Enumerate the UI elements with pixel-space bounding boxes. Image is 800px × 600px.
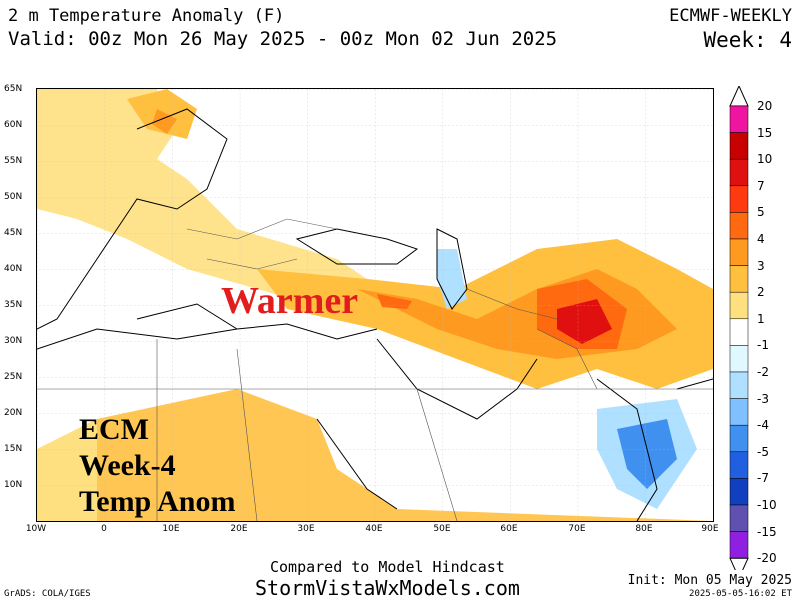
colorbar-label: 2 — [757, 285, 765, 300]
lat-label: 25N — [4, 372, 23, 382]
colorbar-label: -3 — [757, 391, 769, 406]
colorbar — [729, 86, 749, 570]
colorbar-swatch — [729, 212, 749, 240]
colorbar-label: -1 — [757, 338, 769, 353]
lat-label: 50N — [4, 192, 23, 202]
anomaly-map: Warmer ECM Week-4 Temp Anom — [36, 88, 714, 522]
init-time: Init: Mon 05 May 2025 — [627, 573, 792, 588]
lat-label: 35N — [4, 300, 23, 310]
credit: GrADS: COLA/IGES — [4, 589, 91, 599]
colorbar-swatch — [729, 185, 749, 213]
colorbar-swatch — [729, 132, 749, 160]
overlay-line-2: Week-4 — [79, 449, 176, 482]
colorbar-label: -10 — [757, 498, 777, 512]
colorbar-swatch — [729, 371, 749, 399]
map-canvas — [37, 89, 713, 521]
colorbar-label: 15 — [757, 125, 773, 140]
colorbar-swatch — [729, 531, 749, 559]
colorbar-swatch — [729, 265, 749, 293]
lat-label: 15N — [4, 444, 23, 454]
colorbar-label: 4 — [757, 232, 765, 246]
colorbar-label: -7 — [757, 471, 769, 486]
site-name: StormVistaWxModels.com — [255, 576, 520, 600]
overlay-line-3: Temp Anom — [79, 485, 236, 518]
model-name: ECMWF-WEEKLY — [669, 6, 792, 26]
timestamp: 2025-05-05-16:02 ET — [689, 589, 792, 599]
lon-label: 30E — [297, 524, 315, 534]
colorbar-label: 5 — [757, 205, 765, 220]
borders — [37, 218, 713, 521]
lon-label: 60E — [500, 524, 518, 534]
colorbar-swatch — [729, 504, 749, 532]
colorbar-label: -2 — [757, 365, 769, 379]
colorbar-swatch — [729, 398, 749, 426]
colorbar-label: 1 — [757, 311, 765, 326]
lon-label: 40E — [365, 524, 383, 534]
lat-label: 10N — [4, 480, 23, 490]
colorbar-top-arrow — [729, 86, 749, 107]
valid-time: Valid: 00z Mon 26 May 2025 - 00z Mon 02 … — [8, 28, 558, 50]
colorbar-swatch — [729, 158, 749, 187]
lon-label: 10E — [162, 524, 180, 534]
colorbar-label: 7 — [757, 178, 765, 193]
colorbar-swatch — [729, 478, 749, 506]
hindcast-note: Compared to Model Hindcast — [270, 558, 505, 576]
forecast-week: Week: 4 — [703, 28, 792, 52]
colorbar-bottom-arrow — [729, 557, 749, 570]
map-title: 2 m Temperature Anomaly (F) — [8, 6, 285, 26]
lat-label: 40N — [4, 264, 23, 274]
colorbar-label: -5 — [757, 444, 769, 459]
colorbar-swatch — [729, 424, 749, 453]
colorbar-swatch — [729, 451, 749, 479]
colorbar-swatch — [729, 345, 749, 373]
colorbar-label: 20 — [757, 99, 773, 113]
lon-label: 70E — [568, 524, 586, 534]
lon-label: 50E — [433, 524, 451, 534]
lat-label: 55N — [4, 156, 23, 166]
colorbar-swatch — [729, 291, 749, 320]
colorbar-swatch — [729, 318, 749, 346]
lon-label: 0 — [101, 524, 107, 534]
colorbar-swatch — [729, 238, 749, 266]
warmer-annotation: Warmer — [221, 280, 359, 322]
colorbar-label: -20 — [757, 551, 777, 566]
lat-label: 30N — [4, 336, 23, 346]
lon-label: 20E — [230, 524, 248, 534]
colorbar-label: -4 — [757, 418, 769, 433]
overlay-line-1: ECM — [79, 413, 149, 446]
lat-label: 65N — [4, 84, 23, 94]
lon-label: 90E — [701, 524, 719, 534]
colorbar-swatch — [729, 105, 749, 133]
colorbar-label: 3 — [757, 258, 765, 273]
colorbar-label: 10 — [757, 152, 773, 167]
colorbar-label: -15 — [757, 524, 777, 539]
lon-label: 10W — [25, 524, 47, 534]
lat-label: 45N — [4, 228, 23, 238]
lat-label: 60N — [4, 120, 23, 130]
lon-label: 80E — [635, 524, 653, 534]
lat-label: 20N — [4, 408, 23, 418]
